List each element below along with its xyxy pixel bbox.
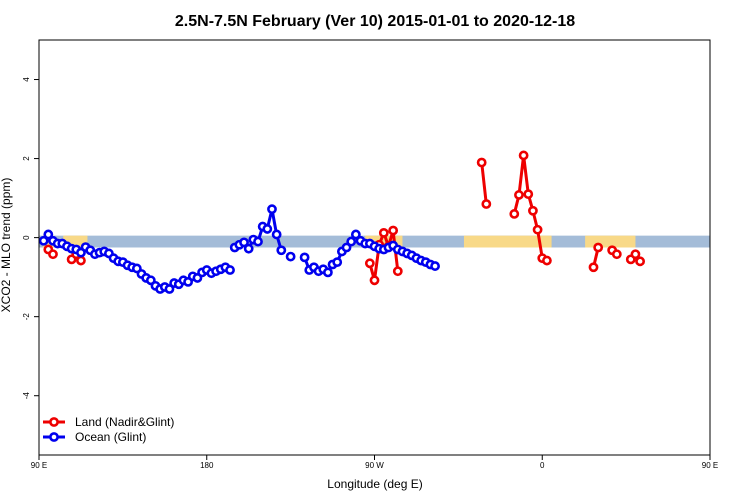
- data-point: [346, 236, 357, 247]
- data-point: [350, 229, 361, 240]
- data-point: [630, 249, 641, 260]
- land-band: [365, 235, 403, 248]
- data-point: [528, 205, 538, 216]
- y-tick-label: -4: [22, 392, 31, 400]
- data-point: [476, 157, 487, 168]
- data-point: [276, 245, 287, 256]
- data-point: [323, 267, 333, 278]
- data-point: [332, 257, 343, 268]
- x-tick-label: 180: [200, 461, 214, 470]
- data-point: [388, 225, 399, 236]
- data-point: [593, 242, 604, 253]
- data-point: [392, 266, 403, 277]
- plot-series: [38, 150, 646, 294]
- land-band: [463, 235, 552, 248]
- data-point: [76, 255, 86, 266]
- data-point: [514, 190, 524, 200]
- chart-title: 2.5N-7.5N February (Ver 10) 2015-01-01 t…: [175, 13, 575, 30]
- data-point: [481, 199, 492, 209]
- land-band: [585, 235, 636, 248]
- data-point: [369, 275, 380, 286]
- legend: Land (Nadir&Glint)Ocean (Glint): [43, 415, 174, 444]
- data-point: [542, 255, 552, 266]
- data-point: [38, 235, 49, 246]
- legend-swatch-marker: [49, 417, 59, 427]
- legend-entry: Land (Nadir&Glint): [43, 415, 174, 429]
- data-point: [341, 242, 352, 253]
- y-axis-label: XCO2 - MLO trend (ppm): [0, 178, 13, 313]
- data-point: [43, 229, 54, 240]
- data-point: [164, 284, 175, 294]
- data-point: [262, 224, 273, 234]
- legend-swatch-marker: [49, 432, 59, 442]
- series-line: [480, 162, 488, 205]
- data-point: [271, 229, 282, 240]
- data-point: [299, 252, 310, 263]
- legend-label: Land (Nadir&Glint): [75, 415, 174, 429]
- data-point: [285, 251, 296, 262]
- y-tick-label: 0: [22, 235, 31, 240]
- land-band: [63, 235, 88, 248]
- data-point: [378, 227, 389, 238]
- data-point: [364, 258, 375, 269]
- x-axis-label: Longitude (deg E): [327, 477, 422, 491]
- data-point: [611, 249, 622, 260]
- data-point: [635, 256, 646, 267]
- y-tick-label: 2: [22, 156, 31, 161]
- data-point: [509, 209, 520, 219]
- legend-label: Ocean (Glint): [75, 430, 146, 444]
- data-point: [588, 262, 599, 273]
- series-ocean: [38, 204, 440, 294]
- data-point: [239, 237, 249, 248]
- x-axis: 90 E 180 90 W 0 90 E: [31, 455, 718, 470]
- data-point: [523, 189, 534, 200]
- data-point: [532, 224, 543, 235]
- data-point: [430, 261, 440, 271]
- data-point: [48, 249, 58, 260]
- y-axis: -4 -2 0 2 4: [22, 77, 39, 400]
- data-point: [243, 243, 254, 254]
- data-point: [253, 236, 263, 247]
- data-point: [267, 204, 277, 215]
- y-tick-label: 4: [22, 77, 31, 82]
- y-tick-label: -2: [22, 313, 31, 321]
- data-point: [225, 265, 235, 275]
- x-tick-label: 0: [540, 461, 545, 470]
- data-point: [518, 150, 529, 161]
- x-tick-label: 90 W: [365, 461, 384, 470]
- x-tick-label: 90 E: [31, 461, 47, 470]
- x-tick-label: 90 E: [702, 461, 718, 470]
- legend-entry: Ocean (Glint): [43, 430, 146, 444]
